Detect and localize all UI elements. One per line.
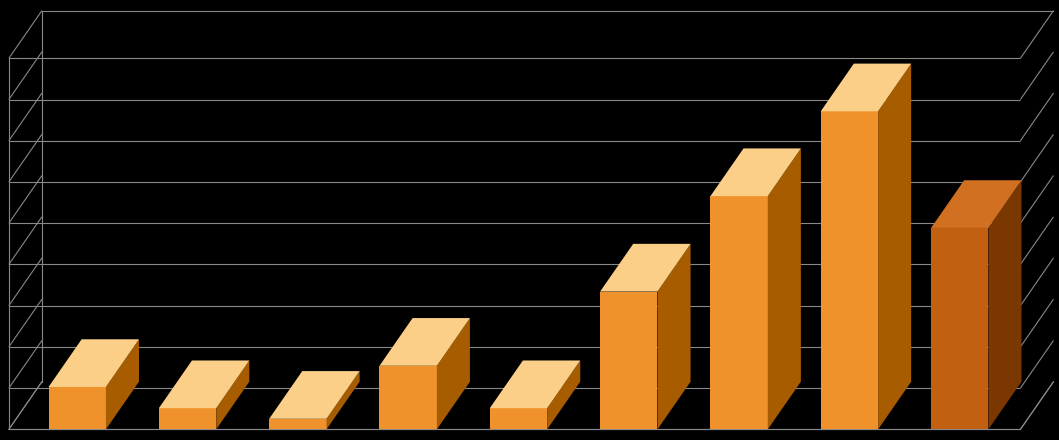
- Polygon shape: [878, 64, 911, 429]
- Polygon shape: [931, 228, 988, 429]
- Polygon shape: [600, 244, 690, 292]
- Polygon shape: [821, 111, 878, 429]
- Polygon shape: [931, 180, 1022, 228]
- Polygon shape: [269, 419, 326, 429]
- Polygon shape: [49, 339, 139, 387]
- Polygon shape: [821, 64, 911, 111]
- Polygon shape: [269, 371, 360, 419]
- Polygon shape: [711, 148, 801, 196]
- Polygon shape: [49, 387, 106, 429]
- Polygon shape: [216, 360, 249, 429]
- Polygon shape: [600, 292, 658, 429]
- Polygon shape: [548, 360, 580, 429]
- Polygon shape: [159, 360, 249, 408]
- Polygon shape: [379, 318, 470, 366]
- Polygon shape: [106, 339, 139, 429]
- Polygon shape: [768, 148, 801, 429]
- Polygon shape: [658, 244, 690, 429]
- Polygon shape: [711, 196, 768, 429]
- Polygon shape: [489, 360, 580, 408]
- Polygon shape: [326, 371, 360, 429]
- Polygon shape: [436, 318, 470, 429]
- Polygon shape: [379, 366, 436, 429]
- Polygon shape: [159, 408, 216, 429]
- Polygon shape: [489, 408, 548, 429]
- Polygon shape: [988, 180, 1022, 429]
